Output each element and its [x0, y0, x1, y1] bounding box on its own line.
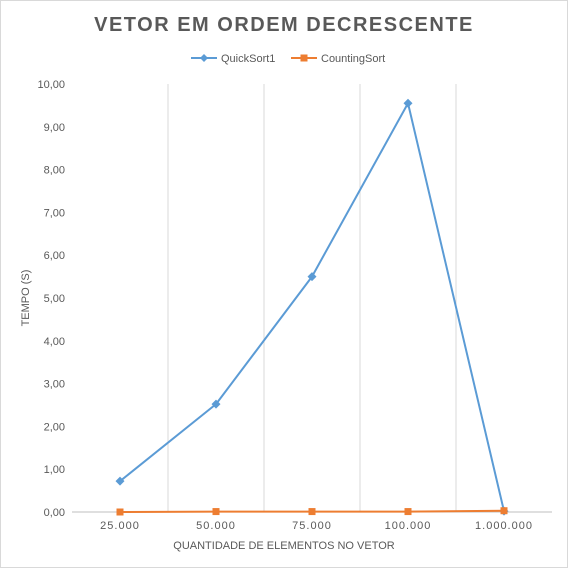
y-tick-label: 2,00	[44, 421, 65, 433]
y-tick-label: 3,00	[44, 379, 65, 391]
data-point	[117, 509, 124, 516]
x-tick-label: 50.000	[196, 520, 236, 532]
y-axis-ticks: 0,00 1,00 2,00 3,00 4,00 5,00 6,00 7,00 8,00 9,00…	[37, 79, 65, 519]
y-axis-label: TEMPO (S)	[20, 270, 32, 327]
y-tick-label: 6,00	[44, 250, 65, 262]
y-tick-label: 8,00	[44, 165, 65, 177]
gridlines	[72, 84, 552, 512]
data-point	[501, 507, 508, 514]
legend-entry: CountingSort	[291, 53, 385, 65]
legend-label: CountingSort	[321, 53, 385, 65]
x-tick-label: 100.000	[385, 520, 432, 532]
y-tick-label: 10,00	[37, 79, 65, 91]
x-tick-label: 75.000	[292, 520, 332, 532]
chart-title: VETOR EM ORDEM DECRESCENTE	[94, 14, 474, 36]
legend: QuickSort1 CountingSort	[191, 53, 385, 65]
y-tick-label: 9,00	[44, 122, 65, 134]
y-tick-label: 4,00	[44, 336, 65, 348]
y-tick-label: 1,00	[44, 464, 65, 476]
y-tick-label: 0,00	[44, 507, 65, 519]
x-axis-ticks: 25.000 50.000 75.000 100.000 1.000.000	[100, 520, 533, 532]
series-quicksort1	[116, 99, 509, 516]
data-point	[404, 99, 413, 108]
legend-entry: QuickSort1	[191, 53, 275, 65]
y-tick-label: 7,00	[44, 207, 65, 219]
x-tick-label: 25.000	[100, 520, 140, 532]
series-countingsort	[117, 507, 508, 515]
series-group	[116, 99, 509, 516]
legend-marker	[200, 54, 208, 62]
data-point	[405, 508, 412, 515]
legend-marker	[301, 55, 308, 62]
x-tick-label: 1.000.000	[475, 520, 533, 532]
series-line	[120, 103, 504, 511]
x-axis-label: QUANTIDADE DE ELEMENTOS NO VETOR	[173, 540, 395, 552]
data-point	[213, 508, 220, 515]
data-point	[309, 508, 316, 515]
legend-label: QuickSort1	[221, 53, 275, 65]
y-tick-label: 5,00	[44, 293, 65, 305]
